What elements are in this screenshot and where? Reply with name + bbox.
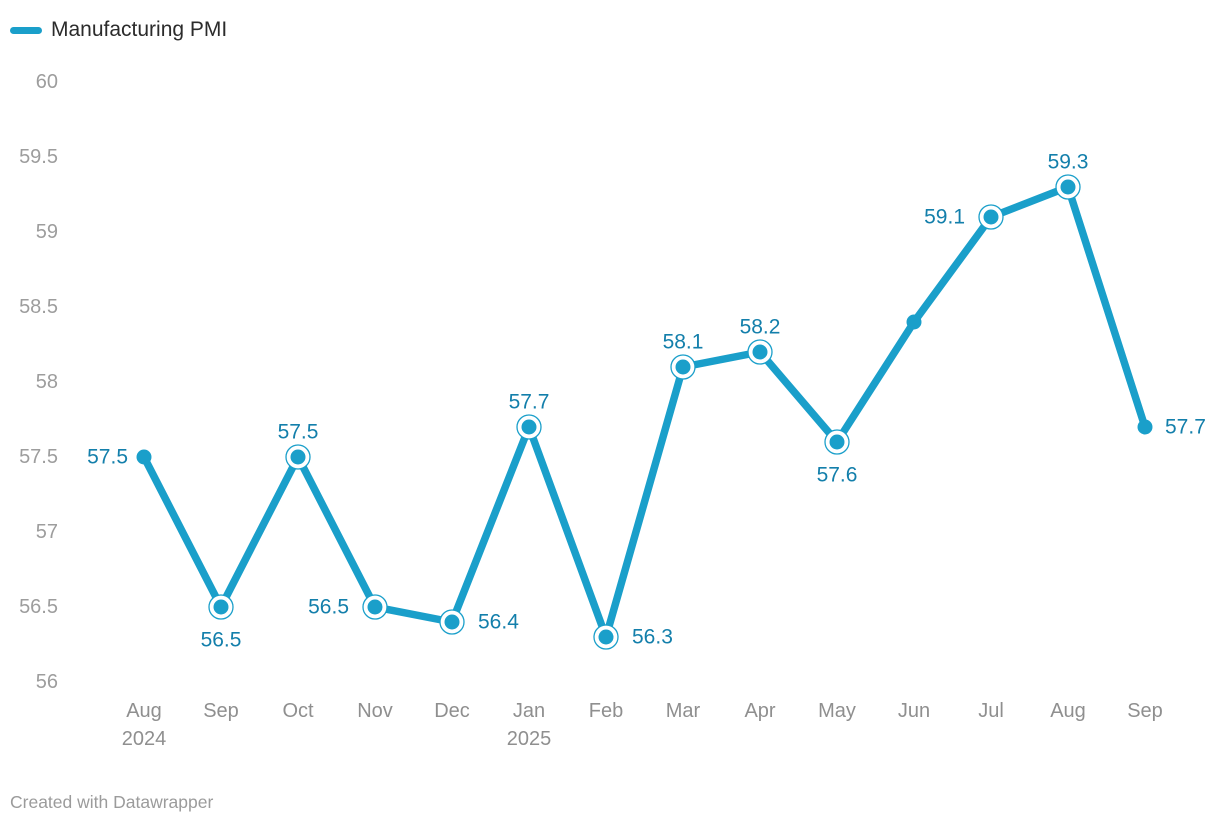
data-point-label: 57.6	[817, 464, 858, 487]
legend-label: Manufacturing PMI	[51, 18, 228, 41]
data-point-label: 57.7	[1165, 416, 1206, 439]
data-line	[140, 183, 1149, 641]
data-point-label: 57.5	[278, 421, 319, 444]
data-point-label: 56.4	[478, 611, 519, 634]
data-point[interactable]	[752, 344, 768, 360]
y-axis-tick-label: 58	[36, 371, 58, 393]
y-axis-tick-label: 56	[36, 671, 58, 693]
x-axis-tick-label: Mar	[666, 700, 701, 722]
y-axis-tick-label: 60	[36, 71, 58, 93]
data-point[interactable]	[675, 359, 691, 375]
data-point[interactable]	[290, 449, 306, 465]
x-axis-tick-label: Dec	[434, 700, 470, 722]
y-axis-tick-label: 59	[36, 221, 58, 243]
y-axis-tick-label: 56.5	[19, 596, 58, 618]
y-axis-tick-label: 59.5	[19, 146, 58, 168]
data-point[interactable]	[598, 629, 614, 645]
data-point-label: 59.1	[924, 206, 965, 229]
data-point[interactable]	[1137, 419, 1153, 435]
x-axis-tick-label: Sep	[1127, 700, 1163, 722]
data-point[interactable]	[213, 599, 229, 615]
y-axis-tick-label: 58.5	[19, 296, 58, 318]
data-point[interactable]	[906, 314, 922, 330]
x-axis-tick-label: Feb	[589, 700, 623, 722]
x-axis-tick-label: Sep	[203, 700, 239, 722]
data-point[interactable]	[444, 614, 460, 630]
x-axis-tick-label: Jun	[898, 700, 930, 722]
x-axis-tick-label: Oct	[282, 700, 314, 722]
x-axis-tick-year-label: 2025	[507, 728, 552, 750]
data-point-label: 58.2	[740, 316, 781, 339]
x-axis-tick-label: Apr	[744, 700, 775, 722]
y-axis-tick-label: 57	[36, 521, 58, 543]
x-axis-tick-label: Aug	[1050, 700, 1086, 722]
data-point[interactable]	[521, 419, 537, 435]
data-point[interactable]	[829, 434, 845, 450]
x-axis-tick-label: Aug	[126, 700, 162, 722]
attribution: Created with Datawrapper	[10, 792, 214, 812]
legend-line-swatch	[10, 26, 42, 34]
data-point-label: 57.7	[509, 391, 550, 414]
x-axis-tick-year-label: 2024	[122, 728, 167, 750]
x-axis-tick-label: Jan	[513, 700, 545, 722]
data-point-label: 56.5	[201, 629, 242, 652]
data-point-label: 56.5	[308, 596, 349, 619]
data-point-label: 58.1	[663, 331, 704, 354]
data-point-label: 56.3	[632, 626, 673, 649]
data-point-label: 59.3	[1048, 151, 1089, 174]
data-point-label: 57.5	[87, 446, 128, 469]
y-axis-tick-label: 57.5	[19, 446, 58, 468]
x-axis-tick-label: May	[818, 700, 856, 722]
x-axis-tick-label: Nov	[357, 700, 393, 722]
data-point[interactable]	[983, 209, 999, 225]
legend: Manufacturing PMI	[10, 17, 227, 43]
x-axis-tick-label: Jul	[978, 700, 1004, 722]
data-point[interactable]	[367, 599, 383, 615]
data-point[interactable]	[1060, 179, 1076, 195]
data-point[interactable]	[136, 449, 152, 465]
